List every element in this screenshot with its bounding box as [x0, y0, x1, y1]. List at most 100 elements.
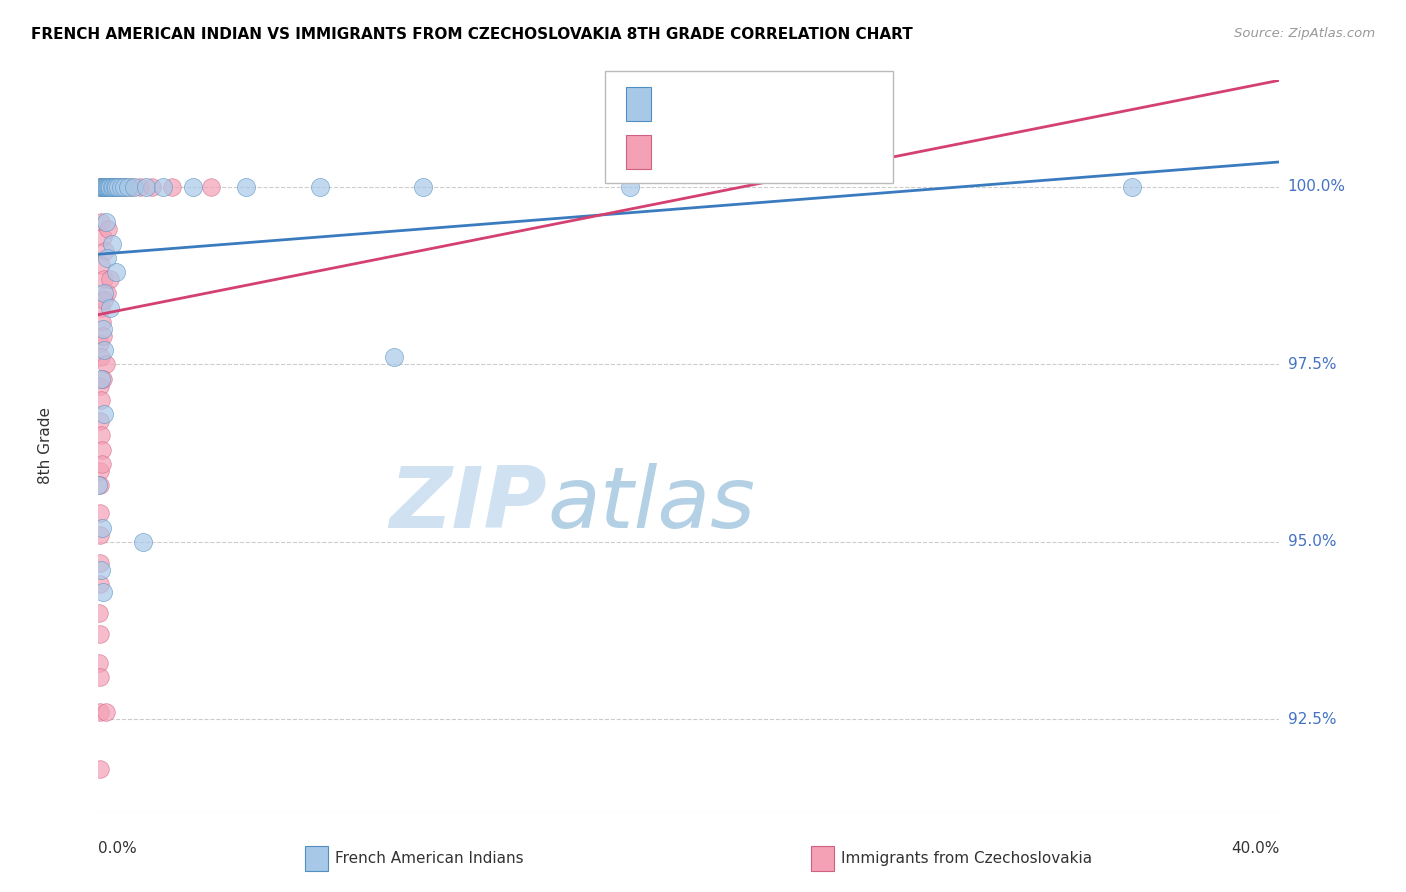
Point	[98, 272, 121, 286]
Point	[91, 179, 114, 194]
Text: 100.0%: 100.0%	[1288, 179, 1346, 194]
Point	[89, 378, 111, 392]
Text: Source: ZipAtlas.com: Source: ZipAtlas.com	[1234, 27, 1375, 40]
Point	[96, 179, 118, 194]
Point	[181, 179, 204, 194]
Point	[89, 464, 111, 478]
Point	[91, 315, 114, 329]
Text: 40.0%: 40.0%	[1232, 841, 1279, 856]
Point	[91, 442, 114, 457]
Point	[94, 179, 117, 194]
Point	[89, 414, 111, 428]
Point	[619, 179, 641, 194]
Point	[97, 179, 120, 194]
Point	[90, 179, 112, 194]
Point	[89, 706, 111, 720]
Point	[89, 762, 111, 776]
Point	[135, 179, 157, 194]
Point	[91, 521, 114, 535]
Point	[91, 179, 114, 194]
Point	[94, 244, 117, 258]
Point	[100, 179, 122, 194]
Point	[89, 336, 111, 351]
Point	[94, 357, 117, 371]
Point	[412, 179, 434, 194]
Point	[104, 179, 127, 194]
Point	[107, 179, 129, 194]
Point	[105, 265, 128, 279]
Point	[93, 407, 115, 421]
Text: French American Indians: French American Indians	[335, 851, 523, 865]
Point	[93, 272, 115, 286]
Point	[96, 286, 118, 301]
Point	[93, 343, 115, 358]
Point	[90, 215, 112, 229]
Point	[115, 179, 138, 194]
Point	[94, 706, 117, 720]
Point	[128, 179, 150, 194]
Point	[89, 507, 111, 521]
Point	[90, 371, 112, 385]
Point	[132, 534, 155, 549]
Point	[200, 179, 222, 194]
Point	[97, 222, 120, 236]
Point	[235, 179, 257, 194]
Point	[90, 350, 112, 364]
Point	[93, 293, 115, 308]
Text: Immigrants from Czechoslovakia: Immigrants from Czechoslovakia	[841, 851, 1092, 865]
Point	[91, 322, 114, 336]
Text: FRENCH AMERICAN INDIAN VS IMMIGRANTS FROM CZECHOSLOVAKIA 8TH GRADE CORRELATION C: FRENCH AMERICAN INDIAN VS IMMIGRANTS FRO…	[31, 27, 912, 42]
Text: R = 0.432   N = 65: R = 0.432 N = 65	[659, 143, 811, 158]
Point	[120, 179, 142, 194]
Point	[91, 584, 114, 599]
Text: 8th Grade: 8th Grade	[38, 408, 53, 484]
Point	[93, 286, 115, 301]
Point	[382, 350, 405, 364]
Point	[96, 251, 118, 265]
Point	[89, 528, 111, 542]
Point	[89, 577, 111, 591]
Point	[89, 627, 111, 641]
Point	[105, 179, 128, 194]
Point	[309, 179, 332, 194]
Point	[162, 179, 183, 194]
Point	[93, 179, 115, 194]
Point	[89, 656, 111, 670]
Text: R = 0.280   N = 42: R = 0.280 N = 42	[659, 95, 811, 110]
Point	[100, 236, 122, 251]
Point	[94, 179, 117, 194]
Point	[104, 179, 127, 194]
Point	[152, 179, 174, 194]
Point	[91, 371, 114, 385]
Point	[1121, 179, 1143, 194]
Point	[91, 179, 114, 194]
Text: ZIP: ZIP	[389, 463, 547, 546]
Point	[90, 258, 112, 272]
Point	[98, 301, 121, 315]
Text: 95.0%: 95.0%	[1288, 534, 1336, 549]
Point	[93, 179, 115, 194]
Point	[96, 179, 118, 194]
Point	[90, 392, 112, 407]
Point	[103, 179, 125, 194]
Text: 0.0%: 0.0%	[98, 841, 138, 856]
Point	[89, 606, 111, 620]
Point	[112, 179, 135, 194]
Point	[110, 179, 132, 194]
Point	[89, 478, 111, 492]
Point	[90, 301, 112, 315]
Point	[98, 179, 121, 194]
Point	[94, 179, 117, 194]
Point	[90, 457, 112, 471]
Point	[90, 563, 112, 577]
Point	[141, 179, 163, 194]
Point	[90, 179, 112, 194]
Point	[89, 670, 111, 684]
Text: atlas: atlas	[547, 463, 755, 546]
Point	[93, 179, 115, 194]
Point	[87, 478, 110, 492]
Point	[100, 179, 122, 194]
Point	[122, 179, 145, 194]
Point	[97, 179, 120, 194]
Point	[89, 179, 111, 194]
